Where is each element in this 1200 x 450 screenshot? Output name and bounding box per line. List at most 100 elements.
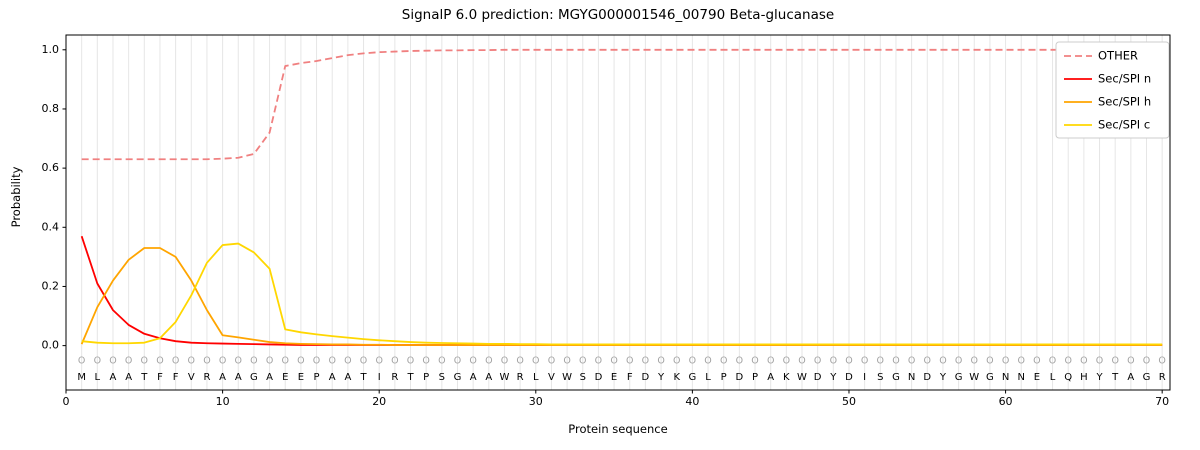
legend-label: Sec/SPI n <box>1098 72 1151 86</box>
residue-marker: O <box>516 356 523 367</box>
residue-marker: O <box>548 356 555 367</box>
residue-marker: O <box>642 356 649 367</box>
legend-label: OTHER <box>1098 49 1138 63</box>
residue-letter: S <box>877 372 883 383</box>
residue-letter: K <box>673 372 680 383</box>
residue-marker: O <box>360 356 367 367</box>
residue-marker: O <box>673 356 680 367</box>
residue-marker: O <box>438 356 445 367</box>
residue-marker: O <box>657 356 664 367</box>
residue-marker: O <box>689 356 696 367</box>
residue-letter: A <box>219 372 226 383</box>
residue-letter: T <box>359 372 367 383</box>
series-line-other <box>81 48 1163 161</box>
residue-letter: A <box>485 372 492 383</box>
x-tick-label: 0 <box>63 395 70 408</box>
residue-marker: O <box>877 356 884 367</box>
residue-marker: O <box>172 356 179 367</box>
residue-marker: O <box>908 356 915 367</box>
series-line-sec-spi-n <box>80 235 1163 346</box>
residue-letter: N <box>908 372 915 383</box>
residue-marker: O <box>1080 356 1087 367</box>
residue-marker: O <box>986 356 993 367</box>
residue-letter: A <box>344 372 351 383</box>
residue-letter: L <box>95 372 101 383</box>
residue-letter: N <box>1017 372 1024 383</box>
residue-letter: S <box>439 372 445 383</box>
residue-letter: Y <box>657 372 665 383</box>
residue-letter: G <box>986 372 994 383</box>
residue-marker: O <box>344 356 351 367</box>
residue-marker: O <box>736 356 743 367</box>
residue-marker: O <box>297 356 304 367</box>
residue-marker: O <box>579 356 586 367</box>
residue-letter: P <box>423 372 429 383</box>
residue-letter: L <box>533 372 539 383</box>
residue-letter: N <box>1002 372 1009 383</box>
residue-marker: O <box>141 356 148 367</box>
residue-marker: O <box>1017 356 1024 367</box>
residue-marker: O <box>532 356 539 367</box>
residue-letter: A <box>329 372 336 383</box>
residue-letter: E <box>298 372 304 383</box>
residue-marker: O <box>720 356 727 367</box>
residue-letter: K <box>783 372 790 383</box>
residue-letter: E <box>282 372 288 383</box>
residue-marker: O <box>626 356 633 367</box>
residue-letter: T <box>406 372 414 383</box>
residue-letter: E <box>1034 372 1040 383</box>
residue-marker: O <box>407 356 414 367</box>
residue-marker: O <box>1127 356 1134 367</box>
legend-label: Sec/SPI c <box>1098 118 1150 132</box>
residue-letter: W <box>500 372 510 383</box>
residue-marker: O <box>939 356 946 367</box>
residue-marker: O <box>610 356 617 367</box>
residue-letter: D <box>595 372 603 383</box>
plot-border <box>65 34 1171 391</box>
residue-letter: G <box>892 372 900 383</box>
residue-letter: A <box>767 372 774 383</box>
residue-marker: O <box>845 356 852 367</box>
residue-marker: O <box>1002 356 1009 367</box>
residue-marker: O <box>955 356 962 367</box>
residue-marker: O <box>1111 356 1118 367</box>
residue-marker: O <box>751 356 758 367</box>
residue-marker: O <box>454 356 461 367</box>
residue-letter: T <box>1111 372 1119 383</box>
y-tick-label: 0.2 <box>42 279 60 292</box>
residue-letter: H <box>1080 372 1088 383</box>
residue-letter: Y <box>829 372 837 383</box>
residue-letter: Y <box>939 372 947 383</box>
residue-letter: D <box>845 372 853 383</box>
residue-marker: O <box>219 356 226 367</box>
residue-letter: W <box>562 372 572 383</box>
residue-marker: O <box>767 356 774 367</box>
residue-letter: G <box>1143 372 1151 383</box>
residue-marker: O <box>313 356 320 367</box>
residue-letter: L <box>1050 372 1056 383</box>
residue-letter: A <box>1127 372 1134 383</box>
residue-letter: D <box>736 372 744 383</box>
x-tick-label: 40 <box>685 395 699 408</box>
residue-marker: O <box>1064 356 1071 367</box>
residue-marker: O <box>971 356 978 367</box>
chart-title: SignalP 6.0 prediction: MGYG000001546_00… <box>401 7 835 23</box>
residue-letter: S <box>580 372 586 383</box>
residue-letter: L <box>705 372 711 383</box>
residue-letter: D <box>642 372 650 383</box>
residue-letter: P <box>752 372 758 383</box>
residue-letter: F <box>173 372 179 383</box>
residue-letter: R <box>203 372 210 383</box>
residue-marker: O <box>1096 356 1103 367</box>
residue-marker: O <box>485 356 492 367</box>
residue-letter: T <box>140 372 148 383</box>
x-tick-label: 10 <box>216 395 230 408</box>
x-tick-label: 60 <box>999 395 1013 408</box>
residue-marker: O <box>1033 356 1040 367</box>
x-tick-label: 70 <box>1155 395 1169 408</box>
residue-letter: W <box>969 372 979 383</box>
residue-marker: O <box>595 356 602 367</box>
residue-marker: O <box>1158 356 1165 367</box>
residue-letter: E <box>611 372 617 383</box>
